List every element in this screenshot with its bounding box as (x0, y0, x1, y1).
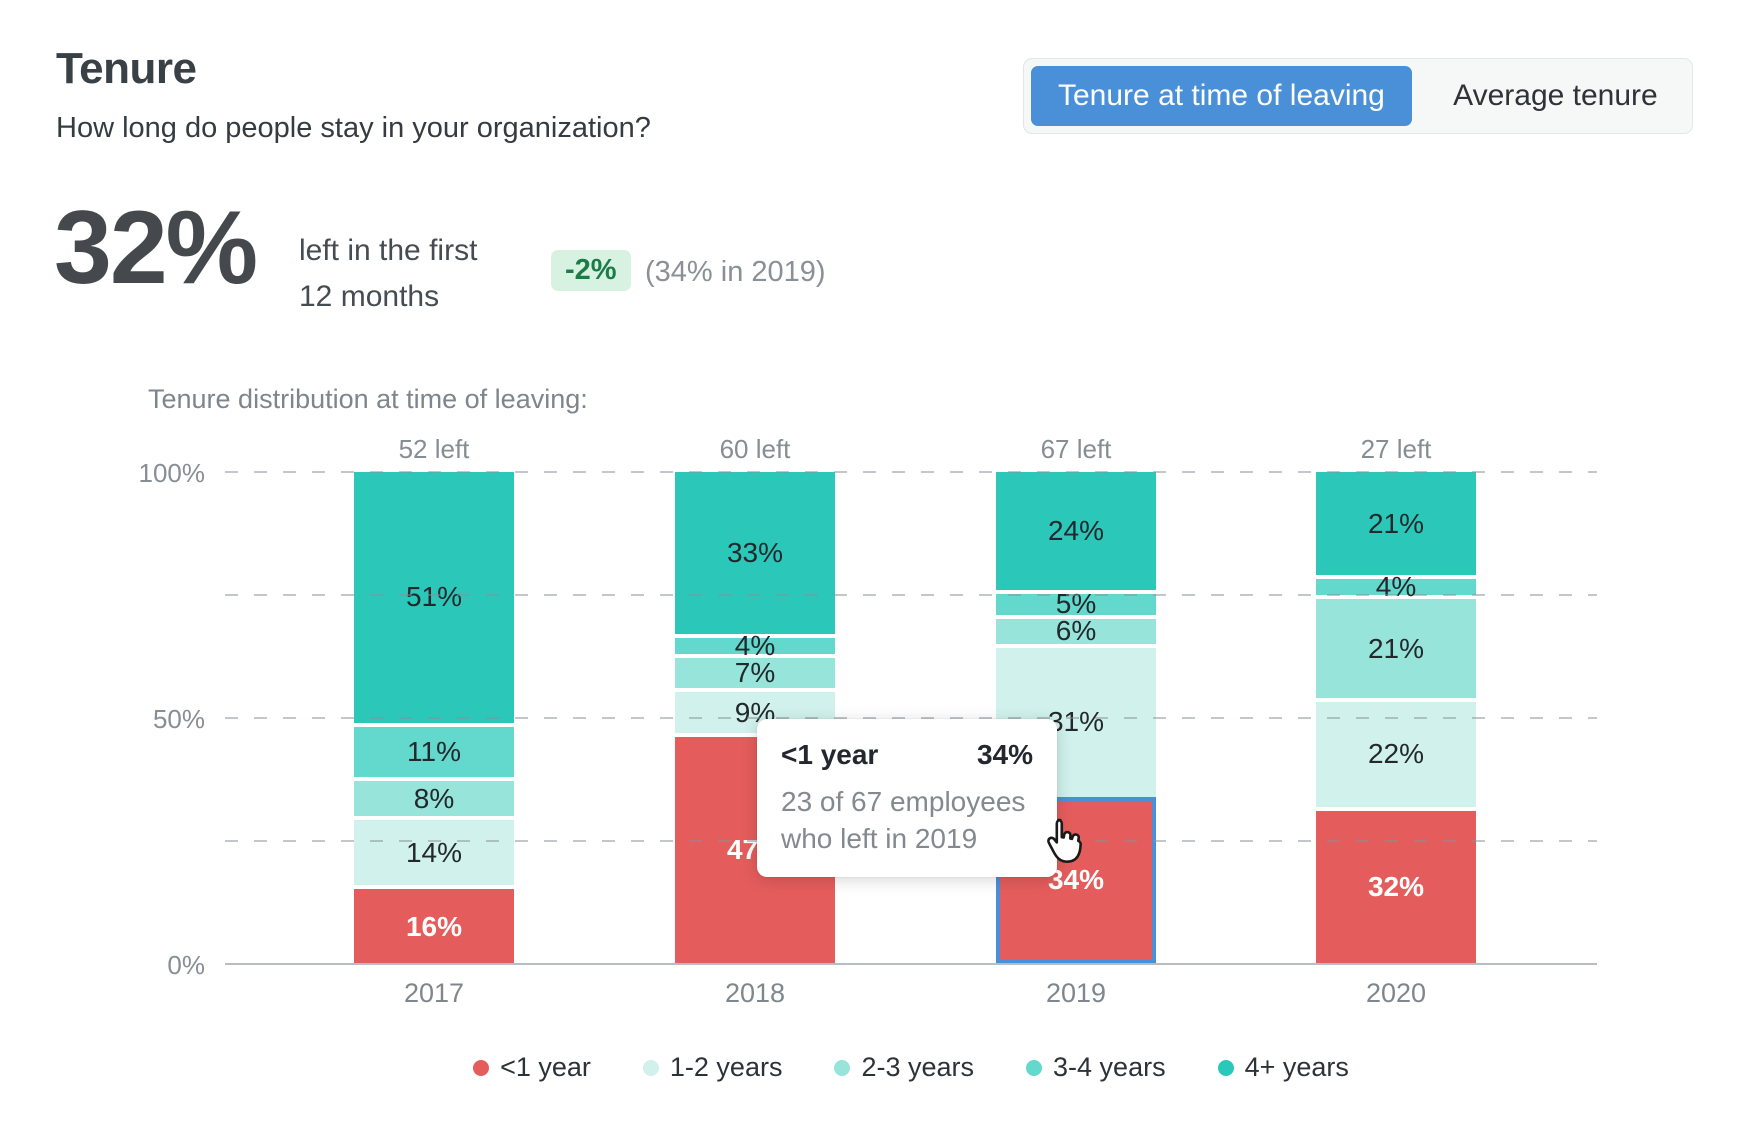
headline-stat-label-line2: 12 months (299, 280, 440, 313)
segment-2020-1-2-years[interactable]: 22% (1316, 698, 1476, 807)
x-axis-label-2018: 2018 (724, 978, 786, 1008)
legend-label: 3-4 years (1053, 1052, 1166, 1082)
legend-swatch-icon (1026, 1059, 1043, 1076)
bar-total-2020: 27 left (1360, 434, 1432, 464)
segment-label: 8% (413, 782, 455, 814)
segment-label: 34% (1047, 864, 1105, 896)
tooltip-line2: who left in 2019 (781, 823, 978, 854)
legend-label: 1-2 years (669, 1052, 783, 1082)
bar-total-2017: 52 left (398, 434, 470, 464)
segment-label: 16% (405, 910, 463, 942)
legend-label: 2-3 years (861, 1052, 975, 1082)
segment-2018-4-years[interactable]: 33% (675, 472, 835, 635)
legend-item-4-years: 4+ years (1217, 1052, 1349, 1083)
legend-swatch-icon (642, 1059, 659, 1076)
segment-2017-4-years[interactable]: 51% (354, 472, 514, 723)
legend-label: 4+ years (1244, 1052, 1349, 1082)
segment-tooltip: <1 year 34% 23 of 67 employees who left … (757, 719, 1057, 877)
legend-swatch-icon (1217, 1059, 1234, 1076)
delta-badge: -2% (551, 250, 631, 291)
segment-2017-1-year[interactable]: 16% (354, 885, 514, 964)
y-axis-tick-100: 100% (138, 458, 206, 488)
segment-2020-4-years[interactable]: 21% (1316, 472, 1476, 576)
legend-swatch-icon (473, 1059, 490, 1076)
segment-2017-3-4-years[interactable]: 11% (354, 722, 514, 778)
segment-label: 21% (1367, 632, 1425, 664)
x-axis-label-2017: 2017 (403, 978, 465, 1008)
y-axis-tick-50: 50% (152, 704, 205, 734)
segment-2020-1-year[interactable]: 32% (1316, 806, 1476, 964)
legend-item-1-year: <1 year (473, 1052, 591, 1083)
bar-2020: 21% 4% 21% 22% 32% (1316, 472, 1476, 964)
legend-item-1-2-years: 1-2 years (642, 1052, 783, 1083)
segment-2017-1-2-years[interactable]: 14% (354, 816, 514, 886)
x-axis-line (225, 963, 1597, 965)
legend-swatch-icon (834, 1059, 851, 1076)
comparison-text: (34% in 2019) (645, 256, 826, 288)
view-toggle: Tenure at time of leaving Average tenure (1023, 58, 1693, 134)
segment-2020-2-3-years[interactable]: 21% (1316, 594, 1476, 699)
headline-stat-label-line1: left in the first (299, 234, 478, 267)
segment-2019-4-years[interactable]: 24% (996, 472, 1156, 591)
chart-legend: <1 year 1-2 years 2-3 years 3-4 years 4+ yea… (225, 1052, 1597, 1083)
x-axis-label-2020: 2020 (1365, 978, 1427, 1008)
page-title: Tenure (56, 44, 197, 93)
segment-label: 31% (1047, 706, 1105, 738)
cursor-icon (1036, 814, 1088, 871)
segment-label: 51% (405, 581, 463, 613)
segment-2018-1-2-years[interactable]: 9% (675, 688, 835, 733)
segment-label: 4% (734, 630, 776, 662)
segment-2017-2-3-years[interactable]: 8% (354, 777, 514, 817)
headline-stat-label: left in the first 12 months (299, 228, 477, 320)
legend-label: <1 year (500, 1052, 591, 1082)
legend-item-3-4-years: 3-4 years (1026, 1052, 1166, 1083)
segment-label: 32% (1367, 871, 1425, 903)
tooltip-value: 34% (976, 739, 1033, 770)
gridline-100 (225, 471, 1597, 473)
tooltip-line1: 23 of 67 employees (781, 786, 1026, 817)
chart-caption: Tenure distribution at time of leaving: (148, 384, 588, 414)
segment-label: 33% (726, 537, 784, 569)
headline-stat-value: 32% (54, 190, 258, 306)
tooltip-header: <1 year 34% (781, 739, 1033, 771)
toggle-average-tenure[interactable]: Average tenure (1419, 78, 1692, 114)
toggle-tenure-at-leaving[interactable]: Tenure at time of leaving (1031, 66, 1412, 126)
segment-label: 6% (1055, 615, 1097, 647)
segment-label: 24% (1047, 515, 1105, 547)
x-axis-label-2019: 2019 (1045, 978, 1107, 1008)
bar-2017: 51% 11% 8% 14% 16% (354, 472, 514, 964)
segment-label: 22% (1367, 738, 1425, 770)
gridline-50 (225, 717, 1597, 719)
segment-2018-2-3-years[interactable]: 7% (675, 654, 835, 689)
segment-2018-3-4-years[interactable]: 4% (675, 632, 835, 660)
y-axis-tick-0: 0% (167, 950, 205, 980)
segment-label: 4% (1375, 571, 1417, 603)
tooltip-series-name: <1 year (781, 739, 879, 770)
legend-item-2-3-years: 2-3 years (834, 1052, 974, 1083)
segment-label: 21% (1367, 507, 1425, 539)
segment-2019-2-3-years[interactable]: 6% (996, 614, 1156, 647)
page-subtitle: How long do people stay in your organiza… (56, 112, 651, 144)
bar-total-2019: 67 left (1040, 434, 1112, 464)
bar-total-2018: 60 left (719, 434, 791, 464)
segment-label: 14% (405, 836, 463, 868)
gridline-75 (225, 594, 1597, 596)
bar-2019: 24% 5% 6% 31% 34% (996, 472, 1156, 964)
segment-label: 7% (734, 657, 776, 689)
segment-label: 11% (407, 735, 461, 767)
segment-2020-3-4-years[interactable]: 4% (1316, 573, 1476, 601)
tooltip-body: 23 of 67 employees who left in 2019 (781, 783, 1033, 857)
